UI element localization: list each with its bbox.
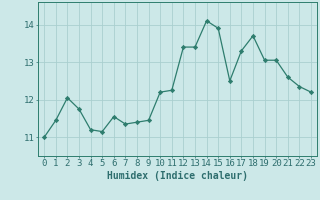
X-axis label: Humidex (Indice chaleur): Humidex (Indice chaleur) bbox=[107, 171, 248, 181]
